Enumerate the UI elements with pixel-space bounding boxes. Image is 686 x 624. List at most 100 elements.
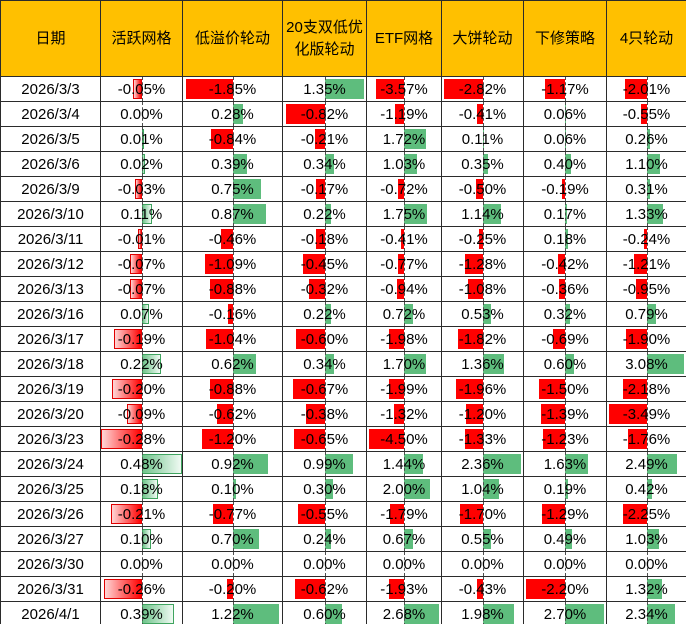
value-cell[interactable]: -0.82% — [282, 101, 367, 127]
value-cell[interactable]: -1.85% — [182, 76, 283, 102]
date-cell[interactable]: 2026/3/9 — [0, 176, 101, 202]
column-header-2[interactable]: 低溢价轮动 — [182, 0, 283, 77]
value-cell[interactable]: 1.03% — [366, 151, 442, 177]
value-cell[interactable]: -0.62% — [182, 401, 283, 427]
value-cell[interactable]: 1.10% — [606, 151, 686, 177]
column-header-4[interactable]: ETF网格 — [366, 0, 442, 77]
value-cell[interactable]: -1.20% — [441, 401, 524, 427]
value-cell[interactable]: -0.72% — [366, 176, 442, 202]
value-cell[interactable]: -0.24% — [606, 226, 686, 252]
value-cell[interactable]: -0.28% — [100, 426, 183, 452]
value-cell[interactable]: -1.20% — [182, 426, 283, 452]
value-cell[interactable]: 0.01% — [100, 126, 183, 152]
value-cell[interactable]: -0.21% — [100, 501, 183, 527]
value-cell[interactable]: -0.19% — [523, 176, 607, 202]
value-cell[interactable]: 0.19% — [523, 476, 607, 502]
date-cell[interactable]: 2026/3/5 — [0, 126, 101, 152]
value-cell[interactable]: -1.19% — [366, 101, 442, 127]
value-cell[interactable]: 0.53% — [441, 301, 524, 327]
date-cell[interactable]: 2026/3/19 — [0, 376, 101, 402]
value-cell[interactable]: 0.00% — [366, 551, 442, 577]
date-cell[interactable]: 2026/4/1 — [0, 601, 101, 624]
value-cell[interactable]: -0.20% — [182, 576, 283, 602]
value-cell[interactable]: 0.39% — [100, 601, 183, 624]
value-cell[interactable]: -1.39% — [523, 401, 607, 427]
value-cell[interactable]: -0.17% — [282, 176, 367, 202]
value-cell[interactable]: -0.55% — [606, 101, 686, 127]
value-cell[interactable]: 0.11% — [441, 126, 524, 152]
value-cell[interactable]: -1.28% — [441, 251, 524, 277]
value-cell[interactable]: 0.34% — [282, 351, 367, 377]
value-cell[interactable]: -0.77% — [182, 501, 283, 527]
value-cell[interactable]: 0.79% — [606, 301, 686, 327]
value-cell[interactable]: 0.72% — [366, 301, 442, 327]
column-header-6[interactable]: 下修策略 — [523, 0, 607, 77]
value-cell[interactable]: -0.03% — [100, 176, 183, 202]
value-cell[interactable]: -3.49% — [606, 401, 686, 427]
value-cell[interactable]: -0.09% — [100, 401, 183, 427]
value-cell[interactable]: 0.35% — [441, 151, 524, 177]
value-cell[interactable]: -0.45% — [282, 251, 367, 277]
value-cell[interactable]: -0.95% — [606, 276, 686, 302]
value-cell[interactable]: -1.50% — [523, 376, 607, 402]
value-cell[interactable]: -0.07% — [100, 251, 183, 277]
value-cell[interactable]: 0.39% — [182, 151, 283, 177]
value-cell[interactable]: 0.26% — [606, 126, 686, 152]
value-cell[interactable]: 0.00% — [182, 551, 283, 577]
value-cell[interactable]: 0.18% — [523, 226, 607, 252]
column-header-5[interactable]: 大饼轮动 — [441, 0, 524, 77]
value-cell[interactable]: -1.79% — [366, 501, 442, 527]
value-cell[interactable]: 0.00% — [100, 101, 183, 127]
value-cell[interactable]: -1.99% — [366, 376, 442, 402]
value-cell[interactable]: -0.38% — [282, 401, 367, 427]
value-cell[interactable]: 0.48% — [100, 451, 183, 477]
value-cell[interactable]: 0.31% — [606, 176, 686, 202]
value-cell[interactable]: -0.32% — [282, 276, 367, 302]
value-cell[interactable]: -1.17% — [523, 76, 607, 102]
column-header-7[interactable]: 4只轮动 — [606, 0, 686, 77]
value-cell[interactable]: 2.49% — [606, 451, 686, 477]
value-cell[interactable]: -0.65% — [282, 426, 367, 452]
date-cell[interactable]: 2026/3/10 — [0, 201, 101, 227]
value-cell[interactable]: -0.55% — [282, 501, 367, 527]
value-cell[interactable]: -1.98% — [366, 326, 442, 352]
value-cell[interactable]: -1.90% — [606, 326, 686, 352]
value-cell[interactable]: 1.36% — [441, 351, 524, 377]
value-cell[interactable]: 0.17% — [523, 201, 607, 227]
value-cell[interactable]: -1.04% — [182, 326, 283, 352]
value-cell[interactable]: 1.70% — [366, 351, 442, 377]
date-cell[interactable]: 2026/3/23 — [0, 426, 101, 452]
value-cell[interactable]: 1.72% — [366, 126, 442, 152]
value-cell[interactable]: -1.82% — [441, 326, 524, 352]
value-cell[interactable]: 1.03% — [606, 526, 686, 552]
value-cell[interactable]: -0.19% — [100, 326, 183, 352]
value-cell[interactable]: -0.50% — [441, 176, 524, 202]
date-cell[interactable]: 2026/3/17 — [0, 326, 101, 352]
value-cell[interactable]: 1.22% — [182, 601, 283, 624]
value-cell[interactable]: 0.07% — [100, 301, 183, 327]
value-cell[interactable]: -1.96% — [441, 376, 524, 402]
value-cell[interactable]: 0.67% — [366, 526, 442, 552]
value-cell[interactable]: 1.32% — [606, 576, 686, 602]
value-cell[interactable]: -1.32% — [366, 401, 442, 427]
date-cell[interactable]: 2026/3/11 — [0, 226, 101, 252]
value-cell[interactable]: -0.69% — [523, 326, 607, 352]
value-cell[interactable]: -1.08% — [441, 276, 524, 302]
value-cell[interactable]: 0.32% — [523, 301, 607, 327]
value-cell[interactable]: 2.68% — [366, 601, 442, 624]
value-cell[interactable]: -1.23% — [523, 426, 607, 452]
value-cell[interactable]: -1.29% — [523, 501, 607, 527]
value-cell[interactable]: -0.25% — [441, 226, 524, 252]
value-cell[interactable]: -0.41% — [366, 226, 442, 252]
value-cell[interactable]: 0.49% — [523, 526, 607, 552]
value-cell[interactable]: -0.01% — [100, 226, 183, 252]
column-header-1[interactable]: 活跃网格 — [100, 0, 183, 77]
date-cell[interactable]: 2026/3/18 — [0, 351, 101, 377]
value-cell[interactable]: 1.14% — [441, 201, 524, 227]
value-cell[interactable]: 0.30% — [282, 476, 367, 502]
value-cell[interactable]: 1.75% — [366, 201, 442, 227]
date-cell[interactable]: 2026/3/24 — [0, 451, 101, 477]
value-cell[interactable]: 0.00% — [441, 551, 524, 577]
value-cell[interactable]: 0.22% — [282, 201, 367, 227]
value-cell[interactable]: -4.50% — [366, 426, 442, 452]
